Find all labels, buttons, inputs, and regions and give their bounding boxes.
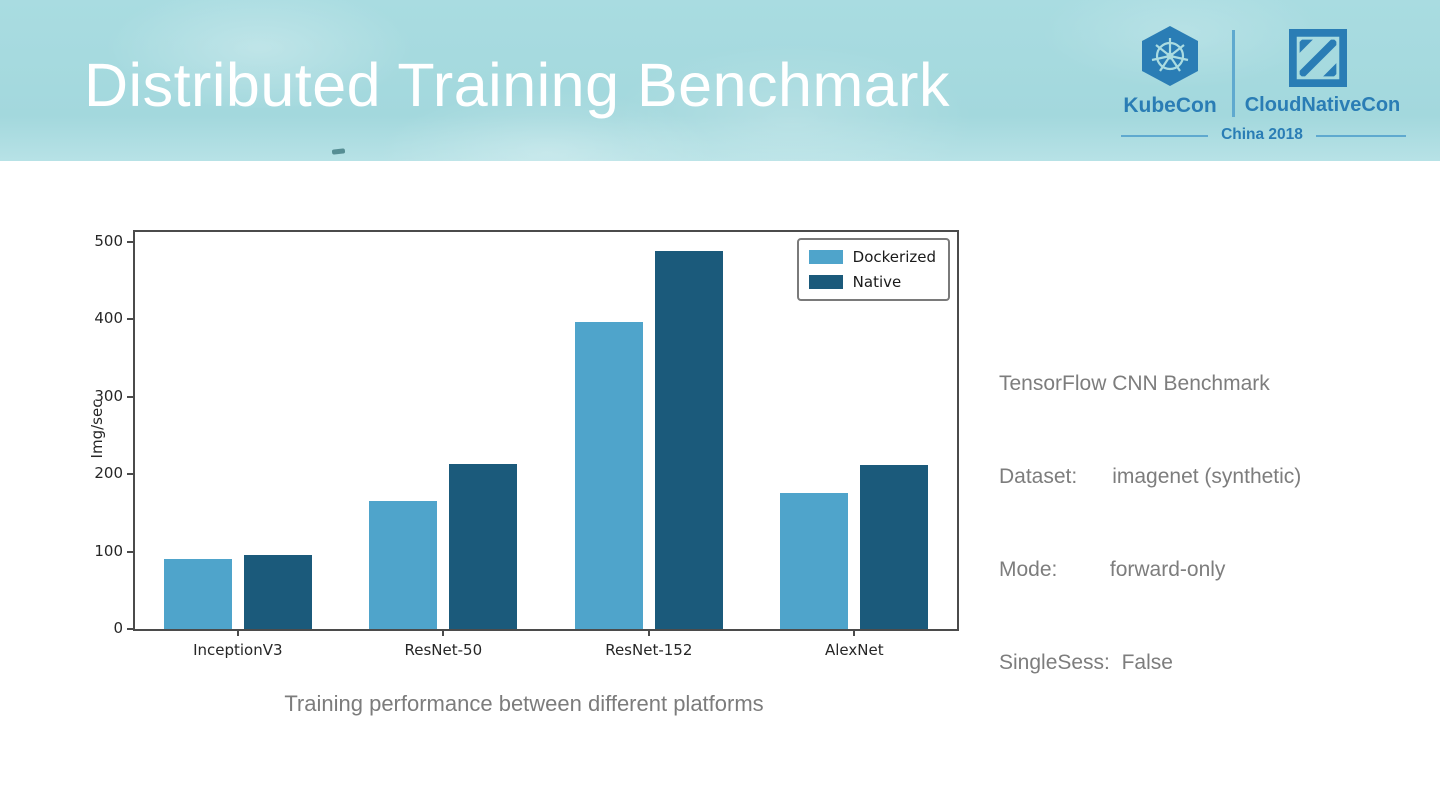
legend-item-dockerized: Dockerized [808,248,936,266]
legend-label-dockerized: Dockerized [852,248,936,266]
x-tick-label: ResNet-50 [404,641,483,659]
y-tick-label: 0 [113,619,123,637]
legend-swatch-dockerized [808,250,843,264]
bar-InceptionV3-Dockerized [163,559,232,629]
banner-ink-speck [331,148,346,155]
plot-area: Dockerized Native 0 100 200 300 400 500 Incept… [94,230,959,659]
y-tick-label: 500 [94,232,123,251]
y-tick-mark [127,628,133,630]
event-dash-left [1121,135,1208,137]
benchmark-info: TensorFlow CNN Benchmark Dataset: imagen… [999,244,1301,810]
info-line: Dataset: imagenet (synthetic) [999,465,1302,488]
event-dash-right [1316,135,1406,137]
x-tick-mark [442,631,445,636]
cloudnativecon-wordmark: CloudNativeCon [1244,94,1401,116]
y-tick-label: 200 [94,464,123,483]
x-tick-label: ResNet-152 [605,641,693,659]
y-tick-mark [127,241,133,244]
y-tick-mark [127,395,133,398]
chart-legend: Dockerized Native [796,238,950,301]
bar-ResNet-50-Dockerized [369,501,438,629]
bar-InceptionV3-Native [243,554,312,629]
event-label: China 2018 [1221,126,1303,143]
bar-ResNet-152-Native [654,251,723,629]
y-tick-mark [127,550,133,553]
kubernetes-helm-icon [1142,26,1198,86]
x-tick-mark [647,631,650,636]
x-tick-mark [853,631,856,636]
y-tick-mark [127,318,133,321]
x-tick-mark [236,631,239,636]
legend-label-native: Native [852,273,902,291]
y-tick-label: 100 [94,541,123,560]
bar-AlexNet-Dockerized [780,492,849,629]
info-line: Mode: forward-only [999,558,1226,581]
header-banner: Distributed Training Benchmark [0,0,1440,161]
y-tick-label: 400 [94,309,123,328]
page-title: Distributed Training Benchmark [84,51,950,119]
info-line: SingleSess: False [999,651,1173,674]
bar-ResNet-152-Dockerized [574,321,643,629]
legend-swatch-native [808,275,843,289]
y-tick-label: 300 [94,386,123,405]
bar-ResNet-50-Native [449,464,518,629]
x-tick-label: InceptionV3 [193,641,283,659]
legend-item-native: Native [808,273,936,291]
y-tick-mark [127,473,133,476]
brand-divider [1232,30,1235,117]
info-line: TensorFlow CNN Benchmark [999,372,1270,395]
y-axis-label: Img/sec [88,399,106,459]
kubecon-wordmark: KubeCon [1123,94,1217,117]
cloudnativecon-cube-icon [1289,29,1347,87]
conference-brand: KubeCon CloudNativeCon China 2018 [1100,0,1430,161]
benchmark-config-block: TensorFlow CNN Benchmark Dataset: imagen… [999,306,1301,740]
chart-caption: Training performance between different p… [284,691,764,716]
x-tick-label: AlexNet [824,641,884,659]
bar-AlexNet-Native [860,464,929,629]
